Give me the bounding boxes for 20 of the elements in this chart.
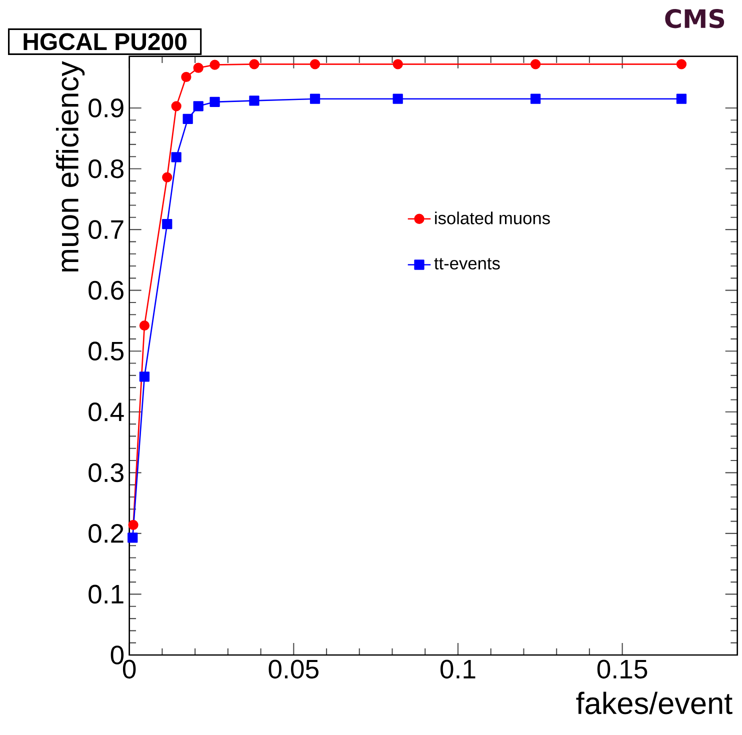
y-tick-label: 0 — [110, 646, 124, 664]
y-tick-label: 0.3 — [88, 463, 124, 482]
y-tick-label: 0.4 — [88, 402, 124, 422]
y-tick-label: 0.5 — [88, 342, 124, 361]
y-tick-label: 0.8 — [88, 159, 124, 178]
y-tick-label: 0.7 — [88, 220, 124, 239]
y-tick-label: 0.9 — [88, 98, 124, 118]
y-axis-title: muon efficiency — [56, 61, 85, 272]
y-tick-label: 0.6 — [88, 280, 124, 300]
chart-title: HGCAL PU200 — [24, 33, 186, 50]
y-tick-label: 0.1 — [88, 584, 124, 604]
text: CMS — [665, 9, 724, 28]
x-tick-label: 0.05 — [268, 660, 318, 679]
x-tick-label: 0 — [122, 660, 136, 679]
x-tick-label: 0.15 — [597, 660, 648, 679]
legend-label: tt-events — [434, 258, 500, 270]
legend-label: isolated muons — [435, 212, 550, 224]
x-tick-label: 0.1 — [440, 660, 476, 679]
x-axis-title: fakes/event — [576, 692, 732, 714]
y-tick-label: 0.2 — [88, 524, 124, 543]
